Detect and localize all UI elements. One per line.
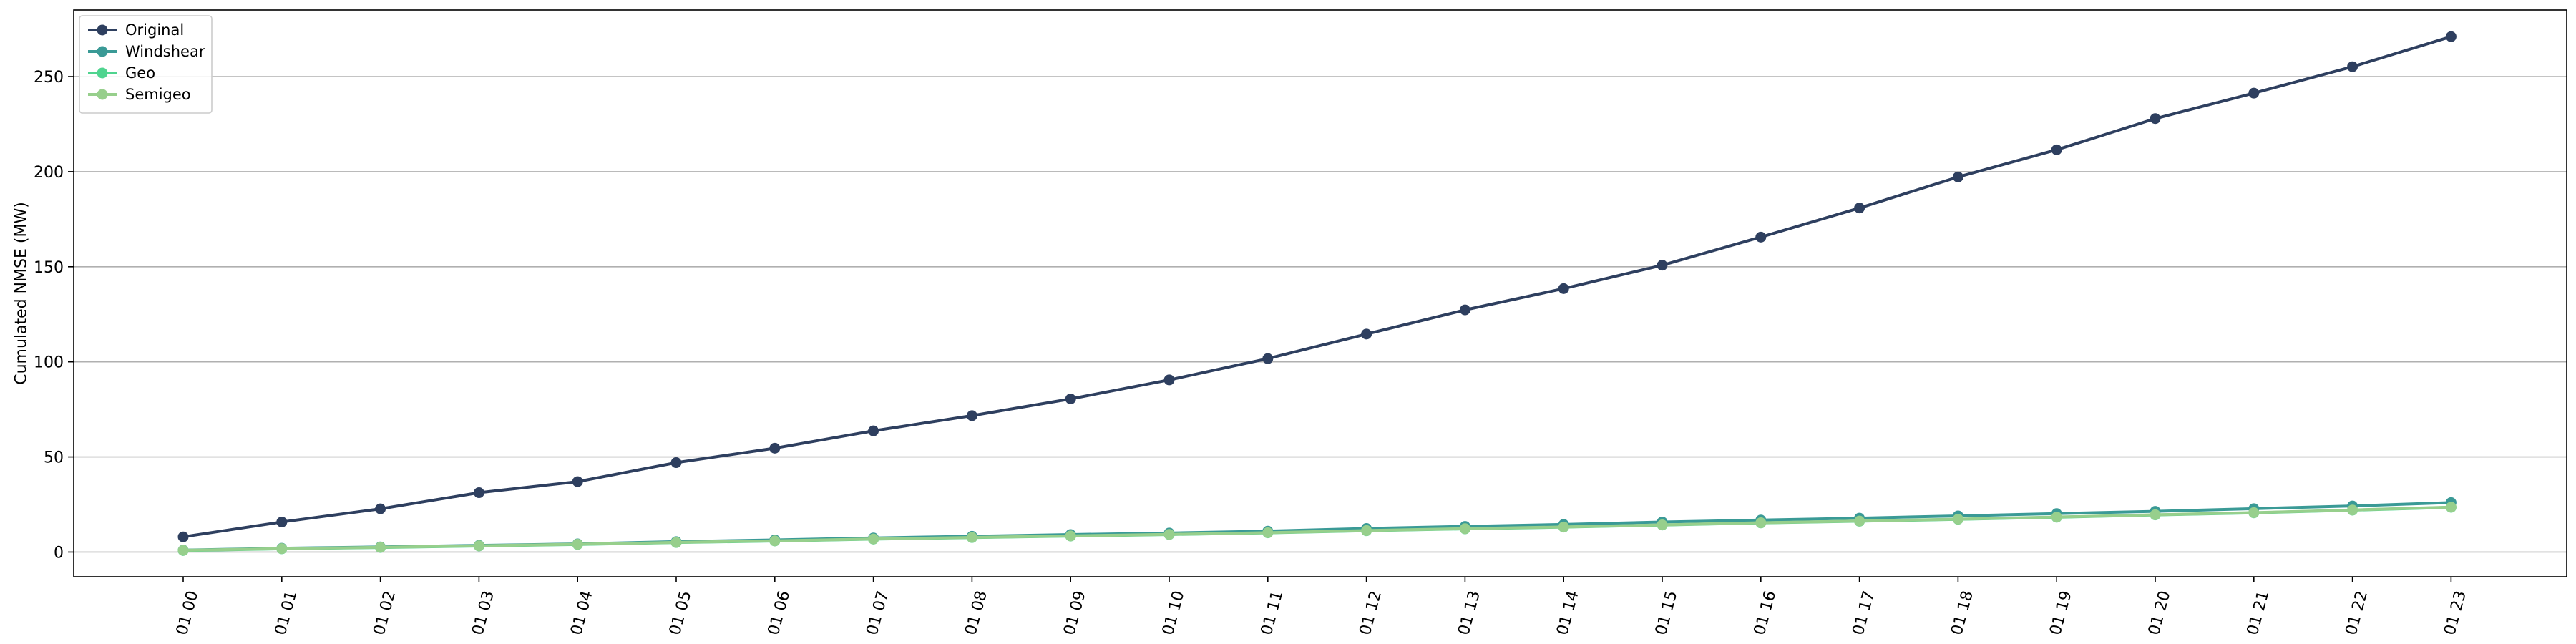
data-point-original	[2051, 144, 2062, 155]
data-point-semigeo	[966, 532, 977, 543]
plot-area-frame	[73, 9, 2567, 577]
data-point-semigeo	[2150, 509, 2161, 520]
y-tick-label: 250	[34, 69, 64, 87]
grid-lines	[74, 76, 2567, 553]
data-point-original	[473, 487, 484, 499]
data-point-original	[1065, 394, 1076, 405]
data-point-semigeo	[1558, 521, 1569, 532]
data-point-semigeo	[1065, 530, 1076, 542]
data-point-original	[572, 476, 583, 487]
data-point-semigeo	[868, 533, 879, 545]
legend-swatch-marker	[97, 67, 108, 79]
legend-item-original: Original	[88, 21, 184, 39]
x-axis-ticks: 01 00 01 01 01 02 01 03 01 04 01 05 01 06 01 07…	[173, 577, 2470, 637]
y-tick-label: 100	[34, 354, 64, 372]
data-point-semigeo	[670, 537, 682, 548]
data-series	[177, 31, 2457, 556]
legend: Original Windshear Geo Semigeo	[79, 15, 213, 114]
legend-label: Windshear	[125, 43, 205, 60]
legend-swatch-marker	[97, 46, 108, 57]
data-point-original	[1163, 374, 1175, 386]
legend-label: Geo	[125, 64, 155, 82]
data-point-semigeo	[1163, 529, 1175, 540]
data-point-semigeo	[177, 545, 189, 556]
legend-item-geo: Geo	[88, 64, 155, 82]
data-point-semigeo	[1755, 517, 1767, 529]
data-point-original	[2150, 113, 2161, 125]
legend-item-semigeo: Semigeo	[88, 86, 191, 103]
data-point-original	[1854, 203, 1865, 214]
data-point-original	[177, 531, 189, 542]
data-point-semigeo	[572, 539, 583, 550]
data-point-semigeo	[2051, 512, 2062, 523]
y-tick-label: 200	[34, 164, 64, 182]
data-point-original	[375, 503, 386, 514]
data-point-original	[2248, 87, 2260, 99]
legend-swatch-marker	[97, 89, 108, 100]
series-original	[177, 31, 2457, 542]
y-tick-label: 150	[34, 259, 64, 277]
legend-item-windshear: Windshear	[88, 43, 205, 60]
data-point-original	[670, 457, 682, 469]
data-point-original	[769, 442, 781, 454]
series-line-semigeo	[182, 505, 2453, 552]
data-point-semigeo	[2248, 507, 2260, 518]
legend-label: Semigeo	[125, 86, 191, 103]
data-point-semigeo	[1459, 523, 1470, 535]
data-point-semigeo	[769, 535, 781, 547]
y-axis-ticks: 0 50 100 150 200 250	[34, 69, 74, 562]
data-point-original	[868, 425, 879, 436]
data-point-original	[1755, 231, 1767, 243]
data-point-semigeo	[2445, 502, 2457, 513]
data-point-semigeo	[375, 542, 386, 553]
data-point-semigeo	[2347, 504, 2358, 516]
data-point-semigeo	[276, 543, 288, 555]
data-point-original	[966, 410, 977, 421]
series-line-original	[182, 35, 2453, 539]
data-point-semigeo	[473, 540, 484, 552]
data-point-semigeo	[1854, 515, 1865, 527]
data-point-semigeo	[1952, 513, 1963, 525]
y-tick-label: 0	[54, 544, 64, 562]
legend-box	[79, 15, 213, 114]
legend-swatch-marker	[97, 24, 108, 36]
series-semigeo	[177, 502, 2457, 556]
data-point-original	[2347, 61, 2358, 72]
data-point-original	[1657, 260, 1668, 271]
data-point-semigeo	[1262, 527, 1274, 538]
data-point-semigeo	[1657, 519, 1668, 530]
data-point-semigeo	[1361, 525, 1372, 536]
y-axis-label: Cumulated NMSE (MW)	[13, 202, 31, 385]
data-point-original	[276, 516, 288, 527]
data-point-original	[1361, 328, 1372, 340]
y-tick-label: 50	[44, 449, 64, 467]
data-point-original	[2445, 31, 2457, 42]
data-point-original	[1558, 283, 1569, 294]
data-point-original	[1262, 353, 1274, 364]
data-point-original	[1952, 171, 1963, 182]
data-point-original	[1459, 304, 1470, 316]
legend-label: Original	[125, 21, 184, 39]
